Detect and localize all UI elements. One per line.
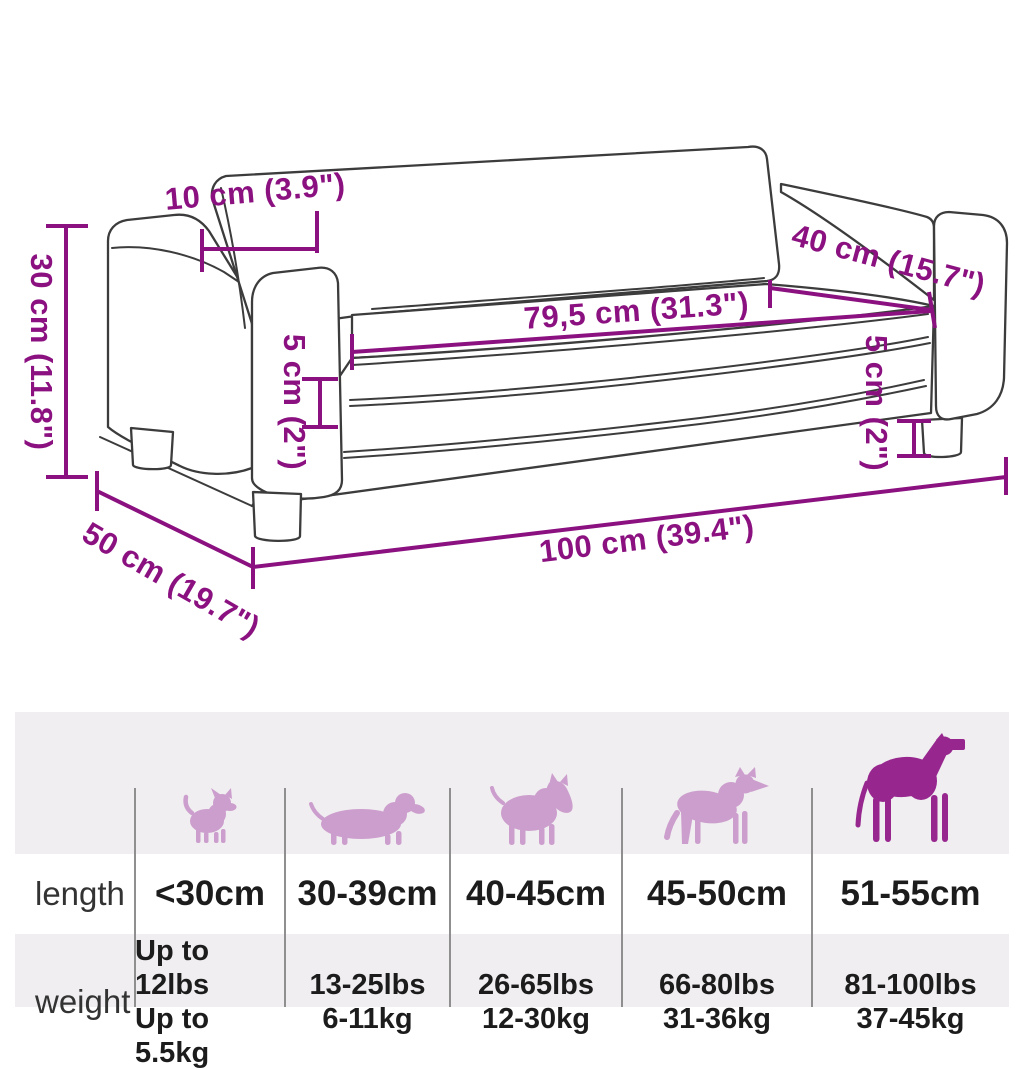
german-shepherd-icon xyxy=(663,767,769,844)
cushion-thickness-right-dimension: 5 cm (2") xyxy=(859,335,931,471)
length-row-label: length xyxy=(35,875,125,912)
cushion-thickness-right-dimension-label: 5 cm (2") xyxy=(859,335,894,471)
height-dimension-label: 30 cm (11.8") xyxy=(24,254,59,451)
height-dimension: 30 cm (11.8") xyxy=(24,224,88,479)
length-value-2: 30-39cm xyxy=(297,874,438,913)
weight-value-5: 81-100lbs 37-45kg xyxy=(844,969,977,1035)
dog-cell-great-dane xyxy=(812,712,1009,854)
length-value-5: 51-55cm xyxy=(840,874,981,913)
column-divider xyxy=(811,788,813,1007)
corner-cell xyxy=(15,712,135,854)
weight-row: weight Up to 12lbs Up to 5.5kg 13-25lbs 6-… xyxy=(15,934,1009,1069)
column-divider xyxy=(134,788,136,1007)
sofa-dimension-diagram: 30 cm (11.8") 10 cm (3.9") 40 cm (15.7")… xyxy=(24,145,1009,645)
dog-icons-row xyxy=(15,712,1009,854)
sofa-line-drawing xyxy=(99,145,1009,543)
length-row: length <30cm 30-39cm 40-45cm 45-50cm 51-… xyxy=(15,854,1009,934)
column-divider xyxy=(449,788,451,1007)
base-depth-dimension: 50 cm (19.7") xyxy=(76,471,266,645)
dog-cell-german-shepherd xyxy=(622,712,812,854)
dog-size-chart: length <30cm 30-39cm 40-45cm 45-50cm 51-… xyxy=(15,712,1009,1069)
weight-value-1: Up to 12lbs Up to 5.5kg xyxy=(135,935,210,1069)
bull-terrier-icon xyxy=(489,773,573,845)
length-value-3: 40-45cm xyxy=(465,874,607,913)
column-divider xyxy=(621,788,623,1007)
cushion-thickness-left-dimension-label: 5 cm (2") xyxy=(277,334,312,470)
chihuahua-icon xyxy=(183,788,237,843)
dog-cell-dachshund xyxy=(285,712,450,854)
great-dane-icon xyxy=(855,733,965,842)
cushion-thickness-left-dimension: 5 cm (2") xyxy=(277,334,338,470)
weight-value-4: 66-80lbs 31-36kg xyxy=(658,969,776,1035)
total-length-dimension-label: 100 cm (39.4") xyxy=(537,508,756,569)
dachshund-icon xyxy=(308,793,425,845)
dog-cell-chihuahua xyxy=(135,712,285,854)
product-dimension-image: 30 cm (11.8") 10 cm (3.9") 40 cm (15.7")… xyxy=(15,145,1009,1069)
dog-cell-bull-terrier xyxy=(450,712,622,854)
length-value-4: 45-50cm xyxy=(646,874,788,913)
weight-value-3: 26-65lbs 12-30kg xyxy=(477,969,595,1035)
weight-row-label: weight xyxy=(35,983,131,1020)
column-divider xyxy=(284,788,286,1007)
length-value-1: <30cm xyxy=(155,874,265,913)
weight-value-2: 13-25lbs 6-11kg xyxy=(309,969,426,1035)
base-depth-dimension-label: 50 cm (19.7") xyxy=(76,515,266,645)
